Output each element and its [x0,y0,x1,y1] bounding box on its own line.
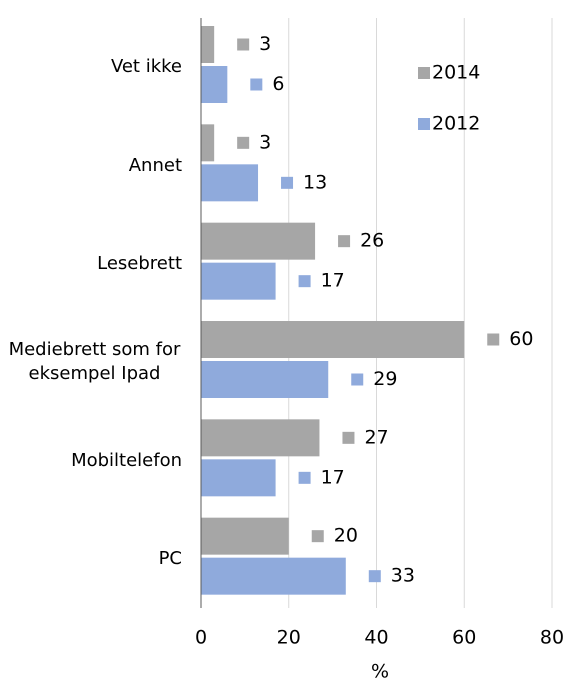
bar [201,164,259,202]
y-tick-text: Annet [128,154,182,176]
data-label-key [298,471,311,484]
y-tick-text: Mobiltelefon [71,449,182,471]
x-axis-title: % [371,661,389,682]
data-label-key [311,530,324,543]
bar [201,262,276,300]
data-label-key [368,570,381,583]
bar [201,557,346,595]
x-tick-label: 80 [540,627,564,649]
data-label-key [237,136,250,149]
data-label-key [338,235,351,248]
bar [201,517,289,555]
bar [201,459,276,497]
data-label-key [298,275,311,288]
data-label: 6 [272,73,284,95]
bar [201,419,320,457]
y-tick-label: Mobiltelefon [0,449,182,473]
data-label: 3 [259,33,271,55]
data-label-key [250,78,263,91]
y-tick-text: PC [158,547,182,569]
legend-label: 2012 [432,113,480,135]
data-label-key [281,176,294,189]
data-label-key [342,431,355,444]
data-label: 33 [391,565,415,587]
bar [201,26,215,63]
y-tick-label: Annet [0,154,182,178]
bar [201,321,465,358]
y-tick-text: Vet ikke [110,56,182,78]
legend-key [418,118,430,130]
data-label: 17 [321,466,345,488]
data-label: 27 [364,426,388,448]
data-label: 20 [334,525,358,547]
y-tick-label: Vet ikke [0,55,182,79]
y-tick-label: Mediebrett som for eksempel Ipad [0,338,182,386]
y-tick-label: Lesebrett [0,252,182,276]
data-label: 17 [321,270,345,292]
x-tick-label: 0 [195,627,207,649]
data-label: 26 [360,230,384,252]
data-label: 60 [509,328,533,350]
data-label: 13 [303,171,327,193]
y-tick-text: Mediebrett som for eksempel Ipad [8,339,181,385]
x-tick-label: 60 [452,627,476,649]
data-label: 29 [373,368,397,390]
data-label-key [487,333,500,346]
bar [201,124,215,162]
bar [201,222,316,260]
x-tick-label: 20 [277,627,301,649]
y-tick-text: Lesebrett [97,252,182,274]
bar [201,361,329,398]
bar [201,66,228,103]
data-label-key [237,38,250,51]
y-tick-label: PC [0,547,182,571]
legend-key [418,67,430,79]
legend-label: 2014 [432,62,480,84]
x-tick-label: 40 [364,627,388,649]
data-label-key [351,373,364,386]
data-label: 3 [259,131,271,153]
